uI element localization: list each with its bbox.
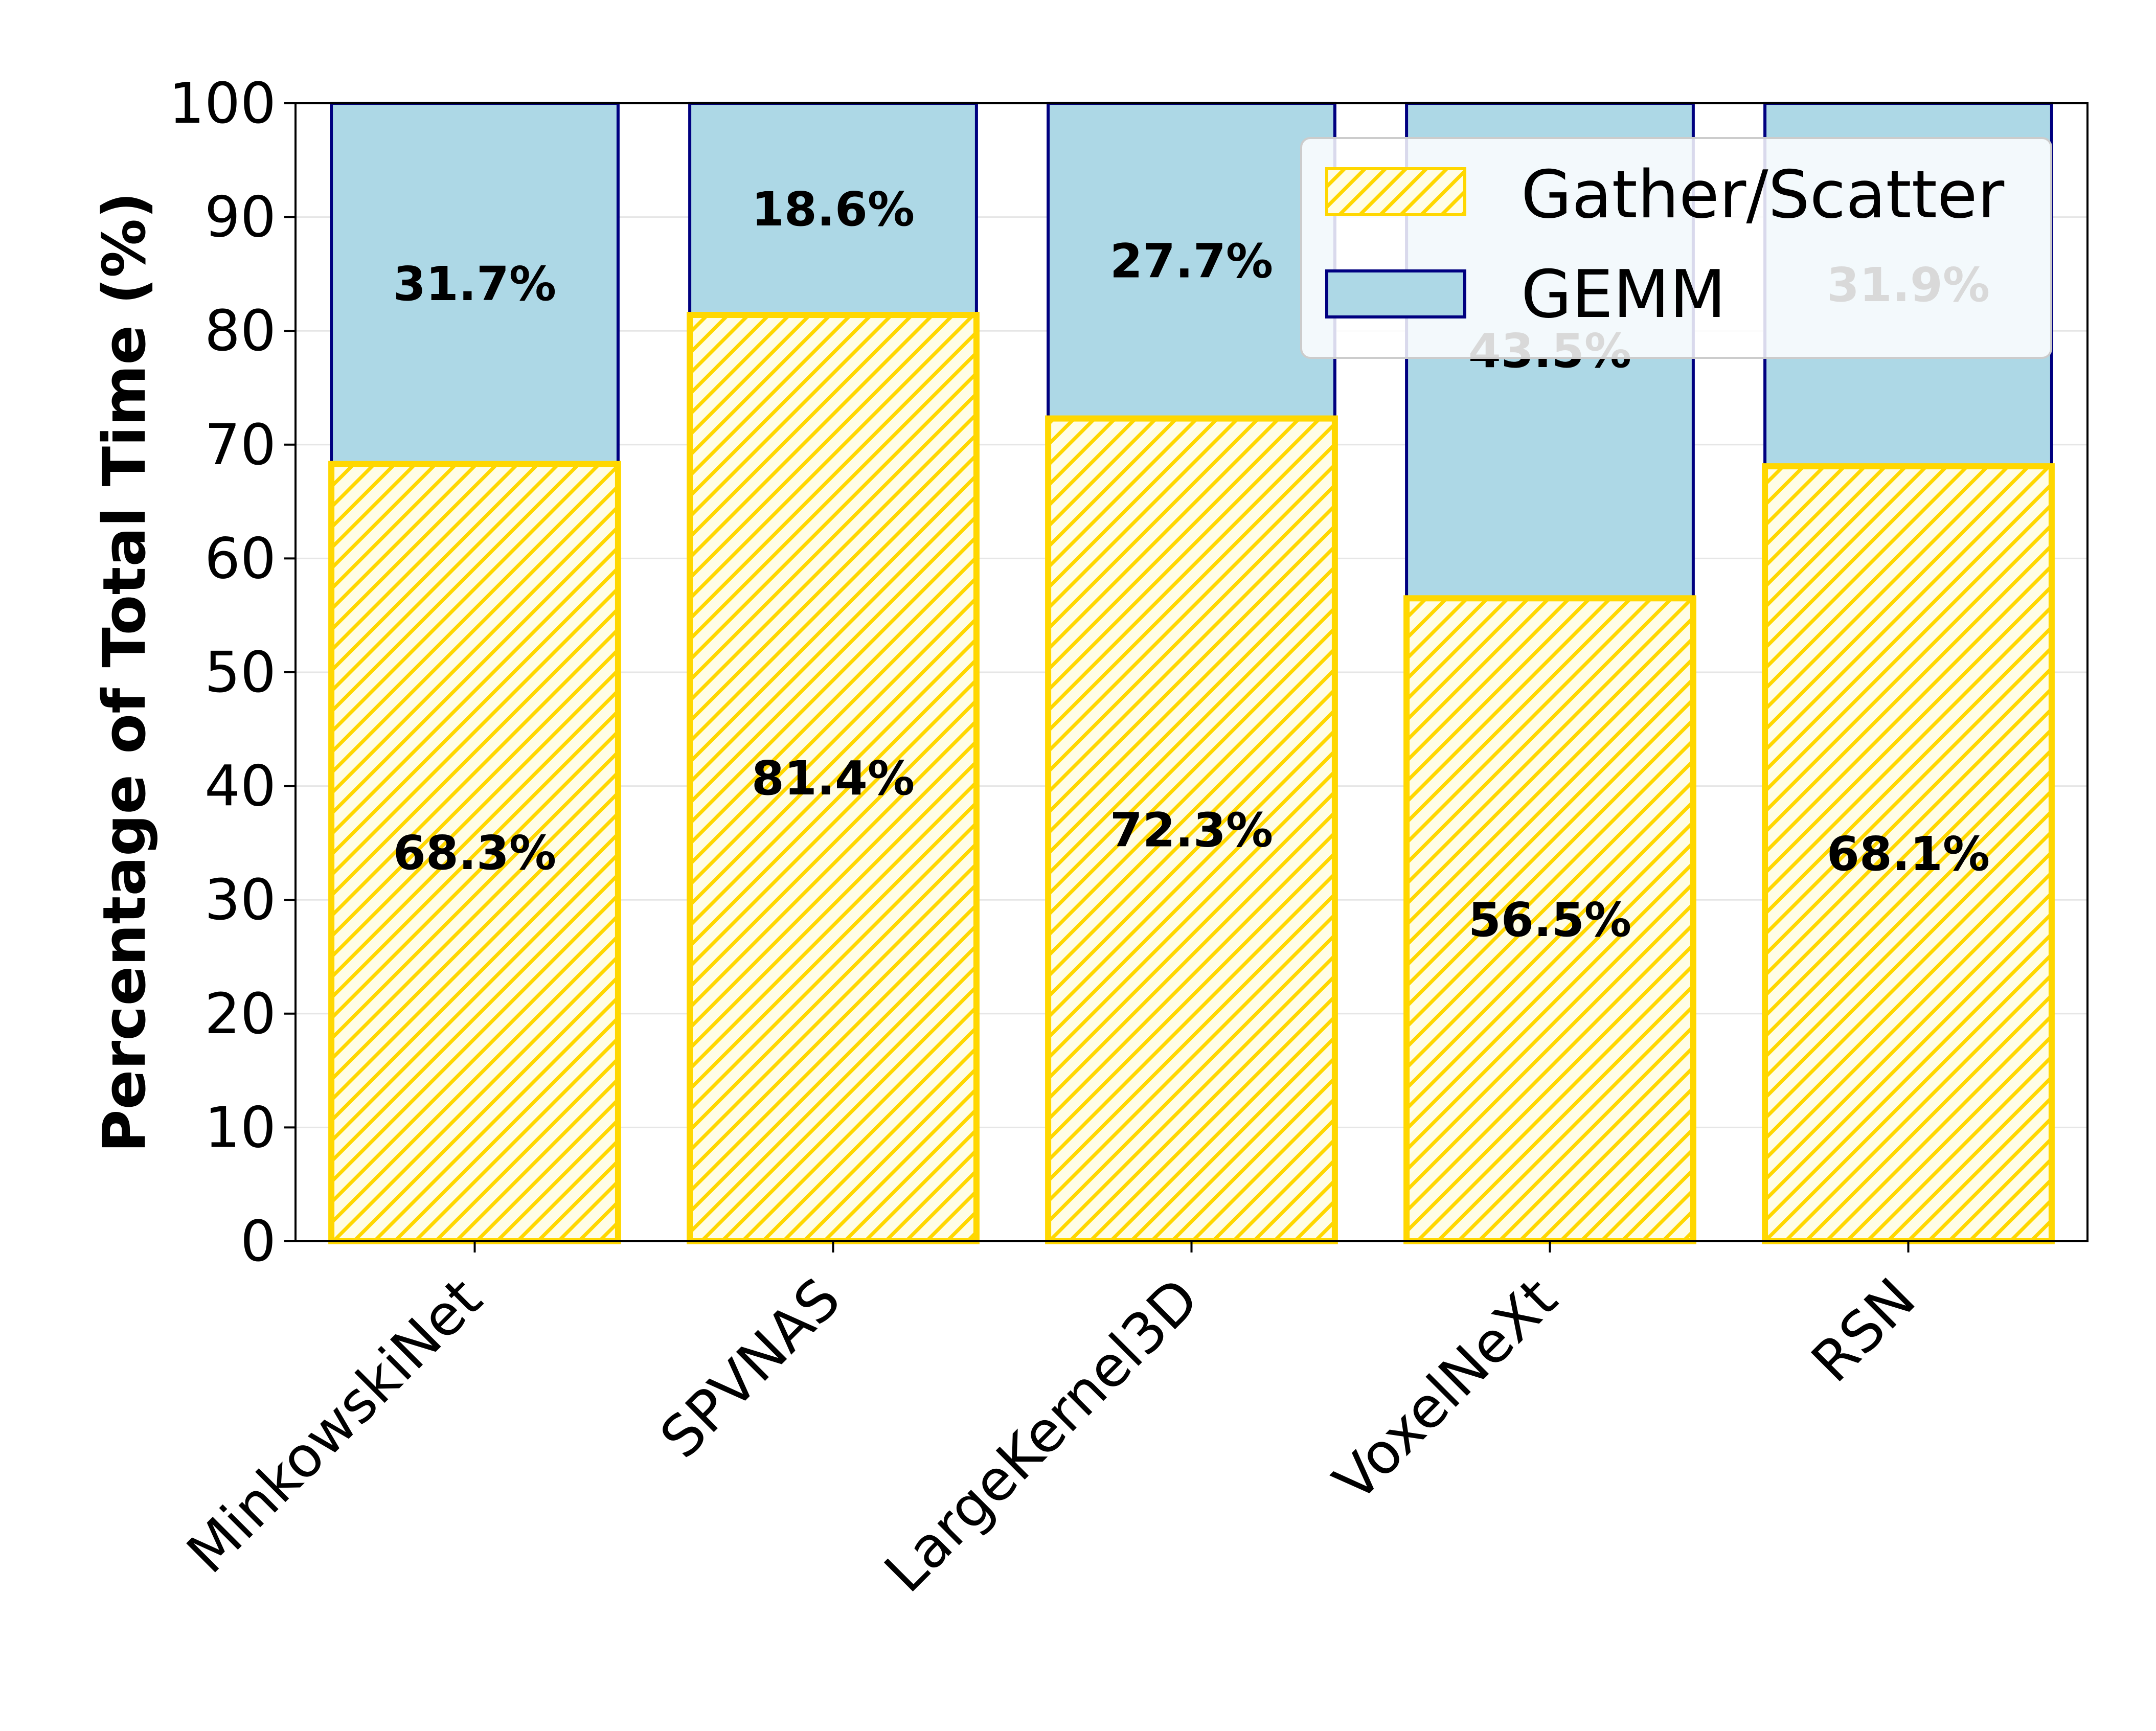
bar-value-label: 72.3% xyxy=(1110,803,1273,857)
bar-value-label: 18.6% xyxy=(752,182,915,237)
y-axis-title: Percentage of Total Time (%) xyxy=(90,192,159,1152)
y-tick-label: 10 xyxy=(205,1095,276,1160)
legend: Gather/Scatter GEMM xyxy=(1300,137,2052,359)
legend-swatch-gather-scatter xyxy=(1325,167,1466,216)
legend-label-gemm: GEMM xyxy=(1521,257,1726,333)
bar-gather-scatter-spvnas xyxy=(687,312,980,1244)
y-tick-label: 60 xyxy=(205,526,276,591)
bar-gather-scatter-voxelnext xyxy=(1403,595,1696,1244)
y-tick-label: 80 xyxy=(205,298,276,363)
legend-swatch-gemm xyxy=(1325,269,1466,318)
bar-value-label: 31.7% xyxy=(393,257,556,311)
bar-gather-scatter-minkowskinet xyxy=(328,461,621,1245)
y-tick-label: 20 xyxy=(205,981,276,1046)
y-tick-label: 90 xyxy=(205,185,276,250)
legend-label-gather-scatter: Gather/Scatter xyxy=(1521,157,2005,233)
y-tick-label: 70 xyxy=(205,412,276,477)
x-tick-label: MinkowskiNet xyxy=(174,1266,494,1586)
bar-gather-scatter-rsn xyxy=(1762,463,2055,1244)
y-tick-label: 100 xyxy=(169,71,276,136)
bar-gemm-largekernel3d xyxy=(1047,102,1336,420)
bar-value-label: 81.4% xyxy=(752,751,915,806)
legend-box xyxy=(1300,137,2052,359)
bar-value-label: 56.5% xyxy=(1468,893,1631,947)
y-tick-label: 40 xyxy=(205,754,276,819)
bar-gemm-spvnas xyxy=(688,102,978,317)
x-axis: MinkowskiNet SPVNAS LargeKernel3D VoxelNeXt… xyxy=(174,1241,1928,1605)
bar-gather-scatter-largekernel3d xyxy=(1045,415,1338,1244)
y-tick-label: 30 xyxy=(205,867,276,932)
y-axis: 0 10 20 30 40 50 60 70 80 90 100 xyxy=(169,71,296,1274)
x-tick-label: RSN xyxy=(1799,1266,1928,1395)
x-tick-label: SPVNAS xyxy=(648,1266,853,1471)
x-tick-label: LargeKernel3D xyxy=(872,1266,1211,1605)
bar-value-label: 68.1% xyxy=(1827,827,1990,881)
y-tick-label: 0 xyxy=(240,1209,276,1274)
bar-value-label: 68.3% xyxy=(393,826,556,880)
y-tick-label: 50 xyxy=(205,640,276,705)
x-tick-label: VoxelNeXt xyxy=(1321,1266,1570,1514)
bar-value-label: 27.7% xyxy=(1110,234,1273,288)
bar-gemm-minkowskinet xyxy=(330,102,620,466)
